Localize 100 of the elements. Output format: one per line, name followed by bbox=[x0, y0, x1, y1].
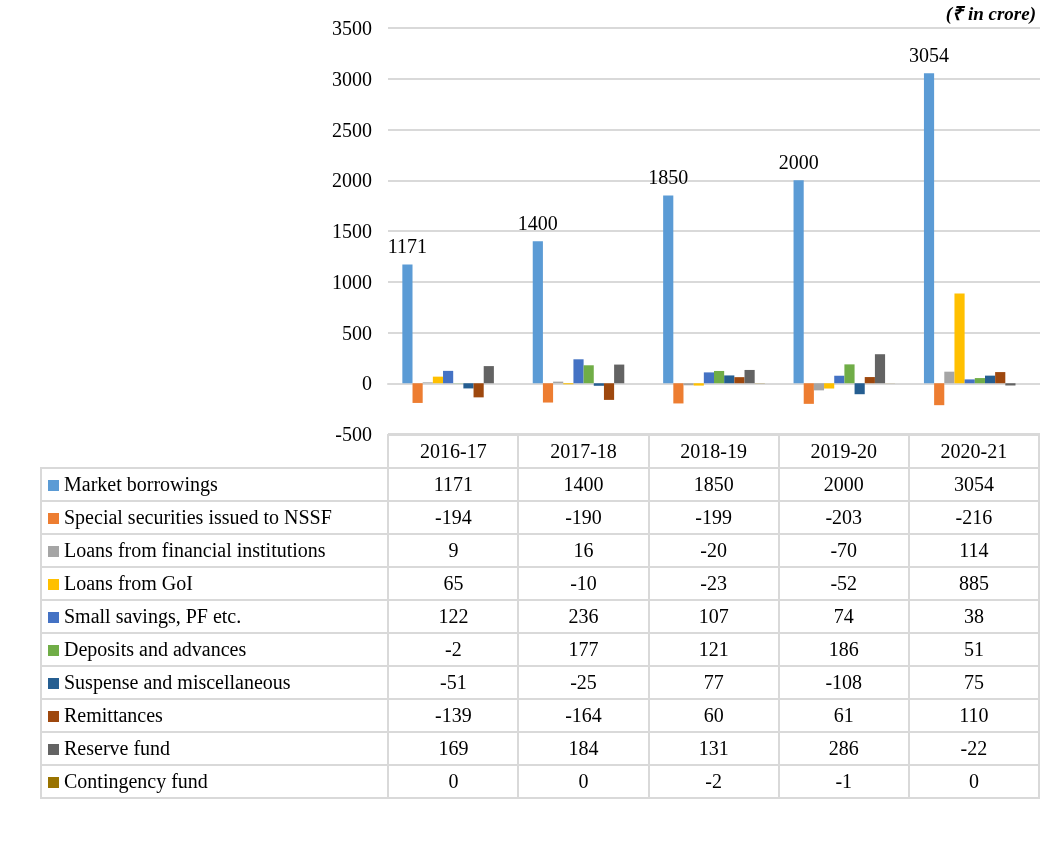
legend-label: Reserve fund bbox=[41, 732, 389, 765]
x-tick-label: 2020-21 bbox=[908, 435, 1039, 468]
data-label: 38 bbox=[908, 600, 1039, 633]
data-label: -51 bbox=[388, 666, 519, 699]
data-label: 16 bbox=[518, 534, 649, 567]
legend-label: Market borrowings bbox=[41, 468, 389, 501]
bar bbox=[443, 370, 454, 384]
data-label: 0 bbox=[908, 765, 1039, 798]
bar bbox=[944, 371, 955, 384]
y-tick-label: 0 bbox=[362, 372, 372, 395]
data-label: 3054 bbox=[908, 468, 1039, 501]
data-label: -199 bbox=[648, 501, 779, 534]
data-label: -20 bbox=[648, 534, 779, 567]
data-label: 2000 bbox=[778, 468, 909, 501]
bar bbox=[412, 383, 423, 403]
data-label: -139 bbox=[388, 699, 519, 732]
bar bbox=[974, 378, 985, 384]
bar bbox=[724, 375, 735, 384]
data-label: 121 bbox=[648, 633, 779, 666]
data-label: 74 bbox=[778, 600, 909, 633]
data-label: -22 bbox=[908, 732, 1039, 765]
legend-label: Small savings, PF etc. bbox=[41, 600, 389, 633]
bar bbox=[854, 383, 865, 395]
bar bbox=[483, 366, 494, 384]
bar bbox=[813, 383, 825, 391]
data-label: 1850 bbox=[648, 468, 779, 501]
data-label: -2 bbox=[648, 765, 779, 798]
bar bbox=[995, 372, 1006, 384]
data-label: 114 bbox=[908, 534, 1039, 567]
data-label: 169 bbox=[388, 732, 519, 765]
bar bbox=[473, 383, 484, 398]
data-label: -23 bbox=[648, 567, 779, 600]
y-tick-label: 2000 bbox=[332, 169, 372, 192]
legend-label: Suspense and miscellaneous bbox=[41, 666, 389, 699]
bar bbox=[934, 383, 945, 406]
legend-label: Remittances bbox=[41, 699, 389, 732]
bar bbox=[573, 359, 584, 384]
data-label: -190 bbox=[518, 501, 649, 534]
bar bbox=[824, 383, 835, 389]
data-label: -25 bbox=[518, 666, 649, 699]
y-tick-label: 3000 bbox=[332, 67, 372, 90]
bar bbox=[923, 73, 935, 384]
bar bbox=[663, 195, 674, 384]
data-label: 65 bbox=[388, 567, 519, 600]
annotation: 1171 bbox=[387, 235, 428, 258]
legend-label: Deposits and advances bbox=[41, 633, 389, 666]
bar bbox=[693, 383, 704, 386]
text: (₹ in crore) bbox=[945, 2, 1036, 26]
data-label: -164 bbox=[518, 699, 649, 732]
data-label: 236 bbox=[518, 600, 649, 633]
data-label: 61 bbox=[778, 699, 909, 732]
data-label: -52 bbox=[778, 567, 909, 600]
bar bbox=[834, 375, 845, 384]
bar bbox=[614, 364, 625, 384]
y-tick-label: 1500 bbox=[332, 220, 372, 242]
bar bbox=[714, 370, 725, 384]
bar bbox=[463, 383, 474, 389]
data-label: 75 bbox=[908, 666, 1039, 699]
data-label: -108 bbox=[778, 666, 909, 699]
bar bbox=[583, 365, 594, 384]
data-label: 77 bbox=[648, 666, 779, 699]
bar bbox=[954, 293, 965, 384]
legend-label: Loans from financial institutions bbox=[41, 534, 389, 567]
data-label: -2 bbox=[388, 633, 519, 666]
data-label: 110 bbox=[908, 699, 1039, 732]
data-label: 286 bbox=[778, 732, 909, 765]
data-label: 0 bbox=[388, 765, 519, 798]
data-label: -216 bbox=[908, 501, 1039, 534]
annotation: 1400 bbox=[517, 212, 558, 235]
bar bbox=[964, 379, 975, 384]
y-tick-label: 500 bbox=[342, 321, 372, 344]
x-tick-label: 2017-18 bbox=[518, 435, 649, 468]
data-label: 1400 bbox=[518, 468, 649, 501]
legend-label: Contingency fund bbox=[41, 765, 389, 798]
data-label: 186 bbox=[778, 633, 909, 666]
bar bbox=[432, 376, 444, 384]
bar bbox=[803, 383, 814, 404]
data-label: 122 bbox=[388, 600, 519, 633]
data-label: 184 bbox=[518, 732, 649, 765]
bar bbox=[744, 369, 755, 384]
bar bbox=[734, 377, 745, 384]
data-label: 885 bbox=[908, 567, 1039, 600]
data-label: 1171 bbox=[388, 468, 519, 501]
data-label: 0 bbox=[518, 765, 649, 798]
bar bbox=[673, 383, 684, 404]
data-label: 60 bbox=[648, 699, 779, 732]
annotation: 3054 bbox=[909, 44, 950, 67]
data-label: -194 bbox=[388, 501, 519, 534]
bar bbox=[683, 383, 694, 386]
bar bbox=[844, 364, 855, 384]
bar bbox=[874, 354, 886, 384]
bar bbox=[402, 264, 413, 384]
bar bbox=[542, 383, 554, 403]
bar bbox=[984, 375, 996, 384]
x-tick-label: 2019-20 bbox=[778, 435, 909, 468]
legend-label: Loans from GoI bbox=[41, 567, 389, 600]
y-tick-label: 1000 bbox=[332, 270, 372, 293]
annotation: 2000 bbox=[778, 151, 819, 174]
x-tick-label: 2016-17 bbox=[388, 435, 519, 468]
bar bbox=[703, 372, 714, 384]
